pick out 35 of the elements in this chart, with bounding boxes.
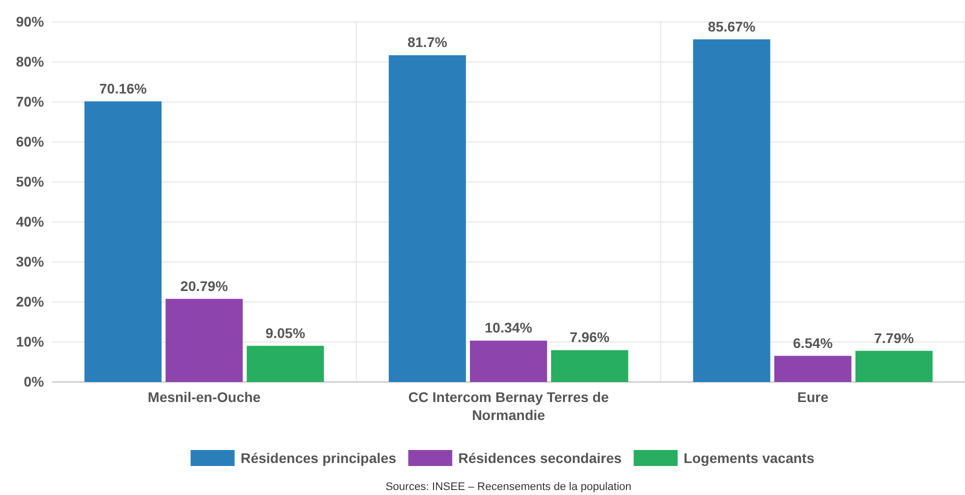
data-label: 81.7% bbox=[407, 34, 448, 50]
legend-label: Logements vacants bbox=[684, 450, 815, 466]
data-label: 20.79% bbox=[180, 278, 228, 294]
x-tick-label: Mesnil-en-Ouche bbox=[148, 388, 261, 405]
bar bbox=[855, 350, 933, 382]
legend-label: Résidences secondaires bbox=[458, 450, 622, 466]
y-tick-label: 30% bbox=[16, 253, 45, 270]
y-tick-label: 80% bbox=[16, 53, 45, 70]
y-tick-label: 40% bbox=[16, 213, 45, 230]
y-tick-label: 90% bbox=[16, 13, 45, 30]
x-tick-label: CC Intercom Bernay Terres de Normandie bbox=[408, 388, 609, 424]
bar bbox=[388, 55, 466, 382]
y-tick-label: 70% bbox=[16, 93, 45, 110]
y-tick-label: 60% bbox=[16, 133, 45, 150]
data-label: 85.67% bbox=[708, 18, 756, 34]
bar bbox=[84, 101, 162, 382]
x-tick-label: Eure bbox=[797, 388, 829, 405]
y-tick-label: 10% bbox=[16, 333, 45, 350]
bar bbox=[246, 346, 324, 382]
y-tick-label: 50% bbox=[16, 173, 45, 190]
data-label: 7.96% bbox=[570, 329, 610, 346]
data-label: 10.34% bbox=[484, 320, 533, 336]
data-label: 6.54% bbox=[792, 334, 834, 351]
bar bbox=[551, 350, 628, 382]
y-tick-label: 20% bbox=[16, 293, 45, 310]
data-label: 7.79% bbox=[874, 330, 914, 346]
data-label: 70.16% bbox=[99, 80, 148, 96]
bar bbox=[470, 340, 548, 382]
bar bbox=[774, 356, 852, 382]
bar bbox=[693, 39, 770, 382]
bar bbox=[166, 298, 243, 382]
legend-label: Résidences principales bbox=[240, 450, 396, 466]
y-tick-label: 0% bbox=[24, 373, 45, 390]
data-label: 9.05% bbox=[265, 324, 306, 341]
source-note: Sources: INSEE – Recensements de la population bbox=[386, 481, 632, 493]
